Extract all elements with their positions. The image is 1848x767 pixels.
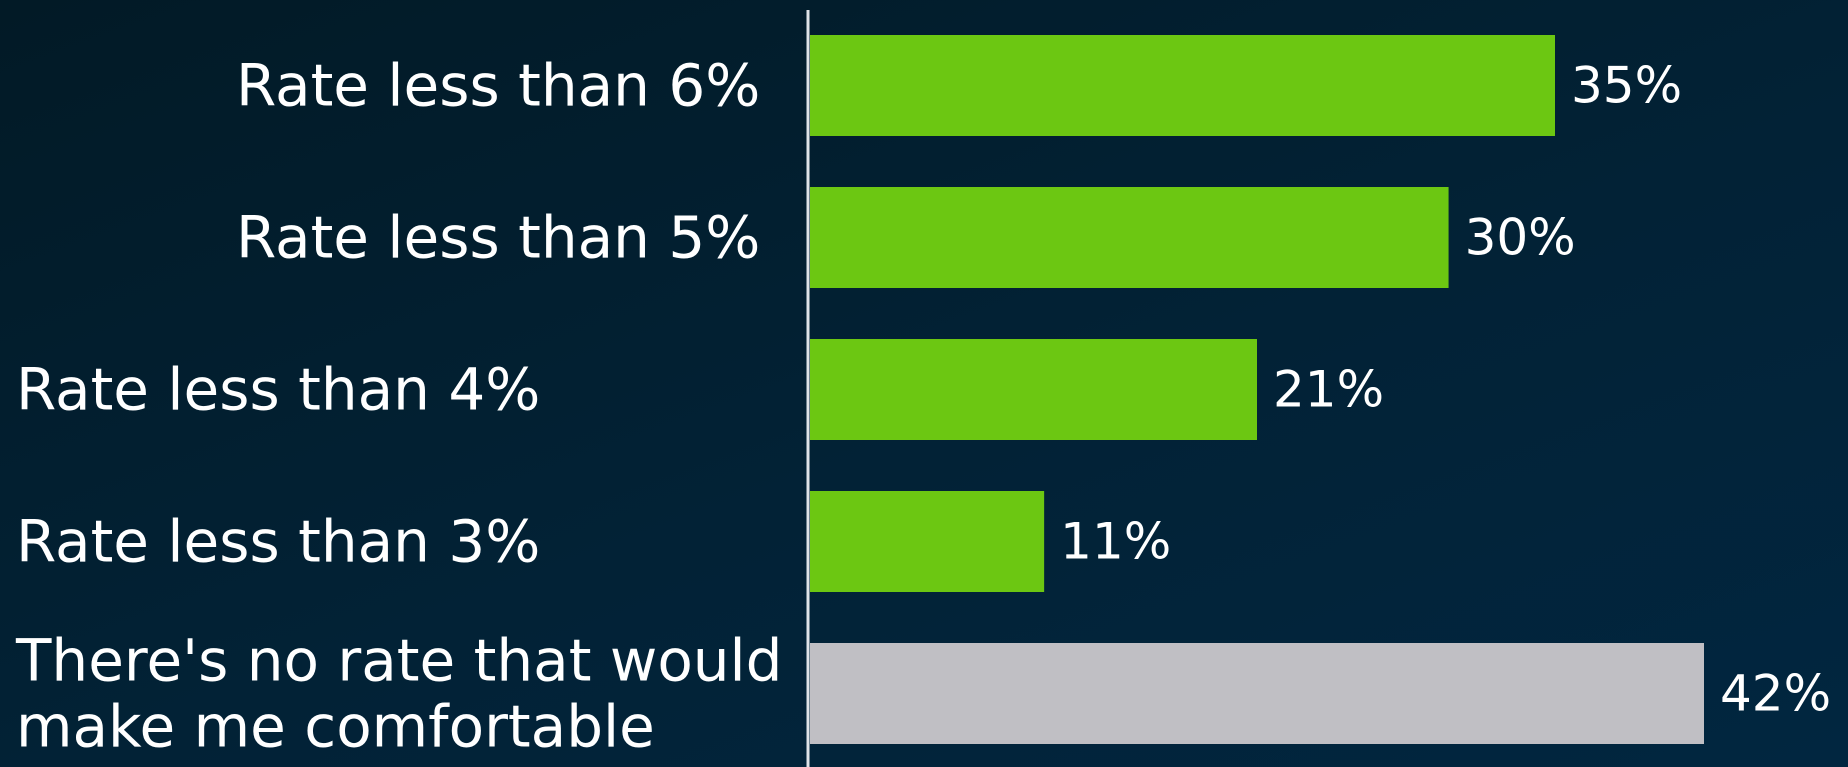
value-label-4: 11% — [1060, 513, 1171, 571]
bar-4 — [810, 491, 1045, 592]
value-labels-group: 35% 30% 21% 11% 42% — [1060, 57, 1831, 723]
bar-2 — [810, 187, 1449, 288]
category-label-line: Rate less than 4% — [16, 356, 540, 424]
value-label-2: 30% — [1465, 209, 1576, 267]
bar-5 — [810, 643, 1704, 744]
bars-group — [810, 35, 1704, 744]
category-label-line: Rate less than 5% — [236, 204, 760, 272]
category-label-2: Rate less than 5% — [236, 204, 760, 272]
category-label-3: Rate less than 4% — [16, 356, 540, 424]
category-label-4: Rate less than 3% — [16, 508, 540, 576]
bar-1 — [810, 35, 1555, 136]
value-label-5: 42% — [1720, 665, 1831, 723]
category-label-1: Rate less than 6% — [236, 52, 760, 120]
value-label-1: 35% — [1571, 57, 1682, 115]
category-labels-group: Rate less than 6% Rate less than 5% Rate l… — [15, 52, 783, 761]
category-label-line: There's no rate that would — [15, 627, 783, 695]
category-label-line: Rate less than 3% — [16, 508, 540, 576]
category-label-line: Rate less than 6% — [236, 52, 760, 120]
value-label-3: 21% — [1273, 361, 1384, 419]
category-label-line: make me comfortable — [16, 693, 655, 761]
bar-3 — [810, 339, 1257, 440]
category-label-5: There's no rate that would make me comfor… — [15, 627, 783, 761]
